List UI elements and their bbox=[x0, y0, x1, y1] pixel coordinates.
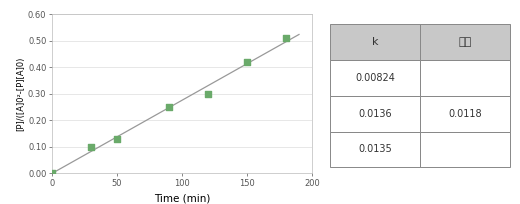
Point bbox=[204, 92, 212, 95]
Text: 0.00824: 0.00824 bbox=[355, 73, 395, 83]
Bar bbox=[330, 96, 420, 132]
Bar bbox=[330, 60, 420, 96]
Point bbox=[87, 145, 95, 149]
Bar bbox=[420, 60, 510, 96]
Text: 0.0135: 0.0135 bbox=[358, 144, 392, 154]
Point bbox=[243, 60, 251, 64]
Point bbox=[165, 105, 173, 109]
Text: k: k bbox=[372, 37, 378, 47]
Point bbox=[48, 172, 56, 175]
Bar bbox=[420, 96, 510, 132]
Point bbox=[282, 37, 290, 40]
X-axis label: Time (min): Time (min) bbox=[154, 194, 210, 204]
Text: 평균: 평균 bbox=[458, 37, 471, 47]
Text: 0.0118: 0.0118 bbox=[448, 109, 482, 119]
Bar bbox=[330, 132, 420, 167]
Bar bbox=[330, 24, 420, 60]
Point bbox=[113, 137, 121, 141]
Bar bbox=[420, 132, 510, 167]
Y-axis label: [P]/([A]0²-[P][A]0): [P]/([A]0²-[P][A]0) bbox=[16, 57, 25, 131]
Text: 0.0136: 0.0136 bbox=[358, 109, 392, 119]
Bar bbox=[420, 24, 510, 60]
